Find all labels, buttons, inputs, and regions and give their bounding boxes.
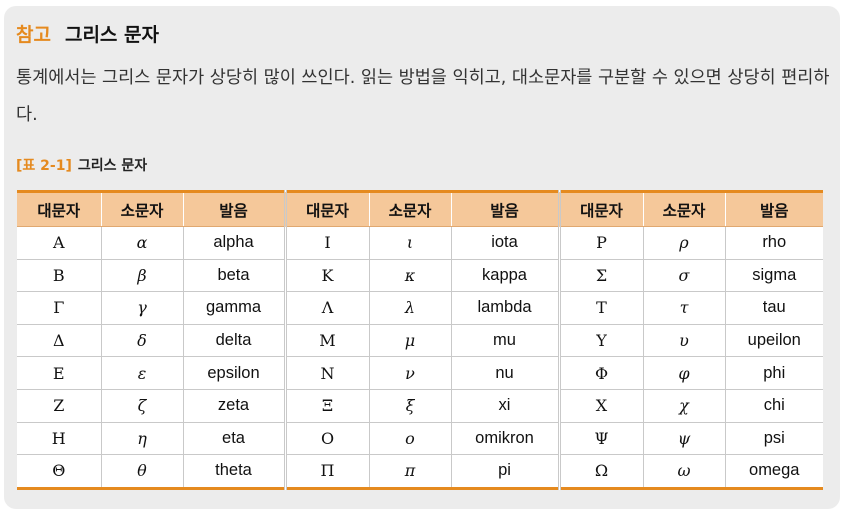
lowercase-cell: γ: [100, 291, 183, 325]
uppercase-cell: H: [17, 421, 101, 455]
pronunciation-cell: omikron: [450, 421, 559, 455]
uppercase-cell: N: [283, 356, 369, 390]
uppercase-cell: O: [283, 421, 369, 455]
uppercase-cell: X: [557, 388, 643, 423]
pronunciation-cell: theta: [182, 454, 285, 489]
header-lowercase: 소문자: [368, 191, 451, 227]
pronunciation-cell: lambda: [450, 291, 559, 325]
uppercase-cell: Λ: [283, 291, 369, 325]
lowercase-cell: τ: [642, 291, 725, 325]
header-uppercase: 대문자: [17, 191, 101, 227]
uppercase-cell: Σ: [557, 258, 643, 292]
lowercase-cell: ζ: [100, 388, 183, 423]
uppercase-cell: P: [557, 226, 643, 260]
uppercase-cell: Γ: [17, 291, 101, 325]
table-caption-title: 그리스 문자: [77, 158, 148, 174]
pronunciation-cell: iota: [450, 226, 559, 260]
lowercase-cell: π: [368, 454, 451, 489]
pronunciation-cell: epsilon: [182, 356, 285, 390]
table-caption-ref: [표 2-1]: [16, 158, 72, 174]
note-tag: 참고: [16, 24, 51, 46]
header-uppercase: 대문자: [283, 191, 369, 227]
note-paragraph: 통계에서는 그리스 문자가 상당히 많이 쓰인다. 읽는 방법을 익히고, 대소…: [16, 68, 830, 125]
pronunciation-cell: psi: [724, 421, 823, 455]
pronunciation-cell: delta: [182, 323, 285, 357]
pronunciation-cell: upeilon: [724, 323, 823, 357]
uppercase-cell: M: [283, 323, 369, 357]
pronunciation-cell: alpha: [182, 226, 285, 260]
pronunciation-cell: eta: [182, 421, 285, 455]
lowercase-cell: κ: [368, 258, 451, 292]
lowercase-cell: η: [100, 421, 183, 455]
uppercase-cell: Θ: [17, 454, 101, 489]
uppercase-cell: Δ: [17, 323, 101, 357]
lowercase-cell: ξ: [368, 388, 451, 423]
lowercase-cell: σ: [642, 258, 725, 292]
lowercase-cell: θ: [100, 454, 183, 489]
pronunciation-cell: kappa: [450, 258, 559, 292]
uppercase-cell: E: [17, 356, 101, 390]
lowercase-cell: β: [100, 258, 183, 292]
lowercase-cell: ι: [368, 226, 451, 260]
lowercase-cell: χ: [642, 388, 725, 423]
note-title: 그리스 문자: [64, 24, 159, 46]
uppercase-cell: T: [557, 291, 643, 325]
uppercase-cell: Z: [17, 388, 101, 423]
pronunciation-cell: sigma: [724, 258, 823, 292]
table-caption: [표 2-1] 그리스 문자: [16, 155, 147, 175]
lowercase-cell: ω: [642, 454, 725, 489]
uppercase-cell: Π: [283, 454, 369, 489]
uppercase-cell: Ω: [557, 454, 643, 489]
uppercase-cell: Y: [557, 323, 643, 357]
pronunciation-cell: mu: [450, 323, 559, 357]
pronunciation-cell: tau: [724, 291, 823, 325]
pronunciation-cell: omega: [724, 454, 823, 489]
uppercase-cell: A: [17, 226, 101, 260]
pronunciation-cell: nu: [450, 356, 559, 390]
uppercase-cell: Φ: [557, 356, 643, 390]
lowercase-cell: δ: [100, 323, 183, 357]
lowercase-cell: υ: [642, 323, 725, 357]
uppercase-cell: K: [283, 258, 369, 292]
lowercase-cell: ψ: [642, 421, 725, 455]
lowercase-cell: ε: [100, 356, 183, 390]
uppercase-cell: Ξ: [283, 388, 369, 423]
header-pronunciation: 발음: [182, 191, 285, 227]
uppercase-cell: B: [17, 258, 101, 292]
pronunciation-cell: beta: [182, 258, 285, 292]
lowercase-cell: ο: [368, 421, 451, 455]
uppercase-cell: Ψ: [557, 421, 643, 455]
pronunciation-cell: chi: [724, 388, 823, 423]
header-pronunciation: 발음: [724, 191, 823, 227]
header-uppercase: 대문자: [557, 191, 643, 227]
lowercase-cell: α: [100, 226, 183, 260]
lowercase-cell: ν: [368, 356, 451, 390]
pronunciation-cell: xi: [450, 388, 559, 423]
note-heading: 참고 그리스 문자: [16, 20, 159, 47]
uppercase-cell: I: [283, 226, 369, 260]
header-lowercase: 소문자: [100, 191, 183, 227]
lowercase-cell: ρ: [642, 226, 725, 260]
pronunciation-cell: zeta: [182, 388, 285, 423]
header-pronunciation: 발음: [450, 191, 559, 227]
lowercase-cell: μ: [368, 323, 451, 357]
pronunciation-cell: gamma: [182, 291, 285, 325]
header-lowercase: 소문자: [642, 191, 725, 227]
lowercase-cell: φ: [642, 356, 725, 390]
pronunciation-cell: phi: [724, 356, 823, 390]
pronunciation-cell: rho: [724, 226, 823, 260]
pronunciation-cell: pi: [450, 454, 559, 489]
lowercase-cell: λ: [368, 291, 451, 325]
table-header-row: 대문자 소문자 발음 대문자 소문자 발음 대문자 소문자 발음: [17, 191, 823, 227]
